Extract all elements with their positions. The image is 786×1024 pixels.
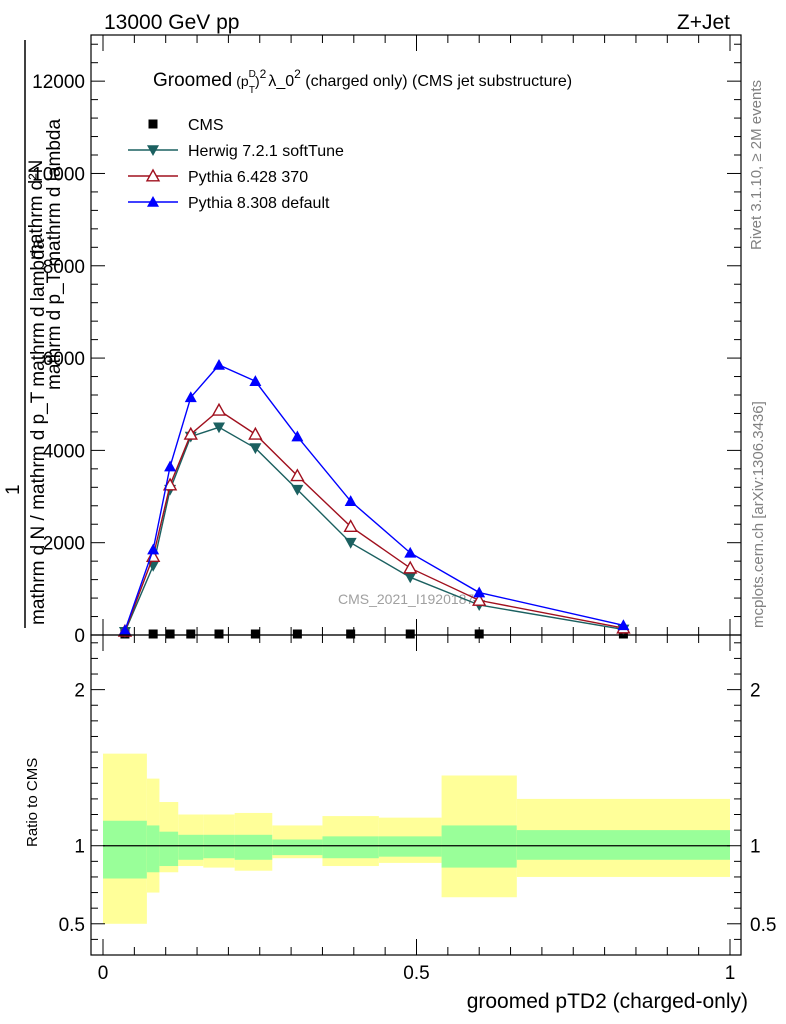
inner-band-bin bbox=[146, 825, 160, 873]
data-point-cms bbox=[214, 629, 224, 639]
data-point-herwig bbox=[404, 572, 417, 584]
main-y-tick-label: 2000 bbox=[43, 534, 85, 555]
inner-band-bin bbox=[322, 836, 379, 859]
mcplots-label: mcplots.cern.ch [arXiv:1306.3436] bbox=[750, 401, 767, 628]
header-left: 13000 GeV pp bbox=[104, 11, 239, 34]
data-point-pythia6 bbox=[472, 592, 487, 606]
legend: CMS Herwig 7.2.1 softTune Pythia 6.428 370… bbox=[128, 117, 344, 212]
data-point-pythia8 bbox=[344, 495, 357, 506]
series-pythia8 bbox=[118, 359, 630, 636]
main-y-tick-label: 12000 bbox=[32, 72, 85, 93]
legend-label: Pythia 6.428 370 bbox=[188, 169, 308, 186]
watermark: CMS_2021_I1920187 bbox=[338, 591, 474, 607]
ratio-bands bbox=[103, 753, 730, 924]
data-point-pythia8 bbox=[212, 359, 225, 370]
legend-marker bbox=[147, 145, 159, 156]
data-point-pythia6 bbox=[248, 426, 263, 440]
data-point-pythia8 bbox=[184, 391, 197, 403]
x-tick-label: 0 bbox=[98, 963, 109, 984]
inner-band-bin bbox=[178, 834, 204, 860]
ylabel-one: 1 bbox=[3, 484, 24, 495]
main-y-tick-label: 6000 bbox=[43, 349, 85, 370]
inner-band-bin bbox=[203, 834, 235, 859]
ratio-y-label: Ratio to CMS bbox=[24, 758, 41, 847]
x-tick-label: 0.5 bbox=[403, 963, 429, 984]
ratio-y-tick-label: 2 bbox=[74, 681, 85, 702]
main-y-tick-label: 8000 bbox=[43, 257, 85, 278]
data-point-pythia8 bbox=[118, 624, 131, 636]
data-point-pythia8 bbox=[291, 430, 304, 442]
x-axis-label: groomed pTD2 (charged-only) bbox=[467, 990, 748, 1013]
inner-band-bin bbox=[103, 820, 147, 879]
legend-entry-cms: CMS bbox=[148, 117, 224, 134]
data-point-pythia8 bbox=[617, 619, 630, 631]
data-point-cms bbox=[165, 629, 175, 639]
data-point-pythia6 bbox=[211, 402, 227, 416]
data-point-cms bbox=[346, 629, 356, 639]
legend-entry-herwig: Herwig 7.2.1 softTune bbox=[128, 143, 344, 160]
data-point-cms bbox=[148, 629, 158, 639]
legend-entry-pythia6: Pythia 6.428 370 bbox=[128, 168, 308, 186]
main-y-label: mathrm d²N mathrm d p_T mathrm d lambda … bbox=[3, 40, 65, 628]
legend-marker bbox=[147, 196, 159, 207]
data-point-pythia8 bbox=[473, 586, 486, 598]
ratio-y-tick-label-right: 0.5 bbox=[750, 915, 776, 936]
data-point-cms bbox=[292, 629, 302, 639]
axes: 0 2000 4000 6000 8000 10000 12000 0 0.5 1 0.5 0.5 1 1… bbox=[32, 34, 776, 984]
inner-band-bin bbox=[516, 830, 730, 860]
data-point-herwig bbox=[344, 537, 357, 549]
inner-band-bin bbox=[272, 839, 323, 856]
header-right: Z+Jet bbox=[677, 11, 730, 34]
plot-title: Groomed (pD T)2 λ_02 (charged only) (CMS je… bbox=[153, 67, 572, 96]
data-point-pythia6 bbox=[290, 468, 305, 482]
main-y-tick-label: 4000 bbox=[43, 441, 85, 462]
ylabel-denominator: mathrm d N / mathrm d p_T mathrm d lambd… bbox=[28, 238, 49, 625]
ratio-y-tick-label-right: 1 bbox=[750, 837, 761, 858]
inner-band-bin bbox=[378, 836, 442, 857]
data-point-cms bbox=[250, 629, 260, 639]
legend-marker bbox=[145, 168, 161, 182]
ratio-y-tick-label: 0.5 bbox=[59, 915, 85, 936]
data-point-cms bbox=[186, 629, 196, 639]
data-point-cms bbox=[405, 629, 415, 639]
ratio-y-tick-label: 1 bbox=[74, 837, 85, 858]
ratio-frame bbox=[90, 634, 742, 956]
data-point-pythia8 bbox=[147, 543, 160, 555]
ratio-y-tick-label-right: 2 bbox=[750, 681, 761, 702]
data-point-herwig bbox=[212, 422, 225, 434]
ylabel-bottom: mathrm d p_T mathrm d lambda bbox=[44, 119, 65, 390]
legend-marker bbox=[148, 119, 158, 129]
data-point-pythia8 bbox=[249, 375, 262, 386]
inner-band-bin bbox=[159, 831, 179, 867]
inner-band-bin bbox=[234, 834, 273, 860]
ylabel-top: mathrm d²N bbox=[26, 160, 47, 260]
data-point-pythia6 bbox=[403, 560, 418, 574]
inner-band-bin bbox=[441, 825, 517, 868]
x-tick-label: 1 bbox=[725, 963, 736, 984]
data-point-pythia8 bbox=[404, 546, 417, 558]
legend-label: CMS bbox=[188, 117, 224, 134]
data-point-herwig bbox=[249, 443, 262, 455]
rivet-label: Rivet 3.1.10, ≥ 2M events bbox=[748, 80, 765, 250]
main-y-tick-label: 10000 bbox=[32, 164, 85, 185]
data-point-pythia6 bbox=[343, 519, 358, 533]
main-y-tick-label: 0 bbox=[74, 626, 85, 647]
legend-label: Pythia 8.308 default bbox=[188, 195, 330, 212]
data-point-pythia6 bbox=[183, 426, 198, 440]
data-point-pythia8 bbox=[164, 460, 177, 472]
data-point-herwig bbox=[291, 484, 304, 496]
legend-label: Herwig 7.2.1 softTune bbox=[188, 143, 344, 160]
legend-entry-pythia8: Pythia 8.308 default bbox=[128, 195, 330, 212]
